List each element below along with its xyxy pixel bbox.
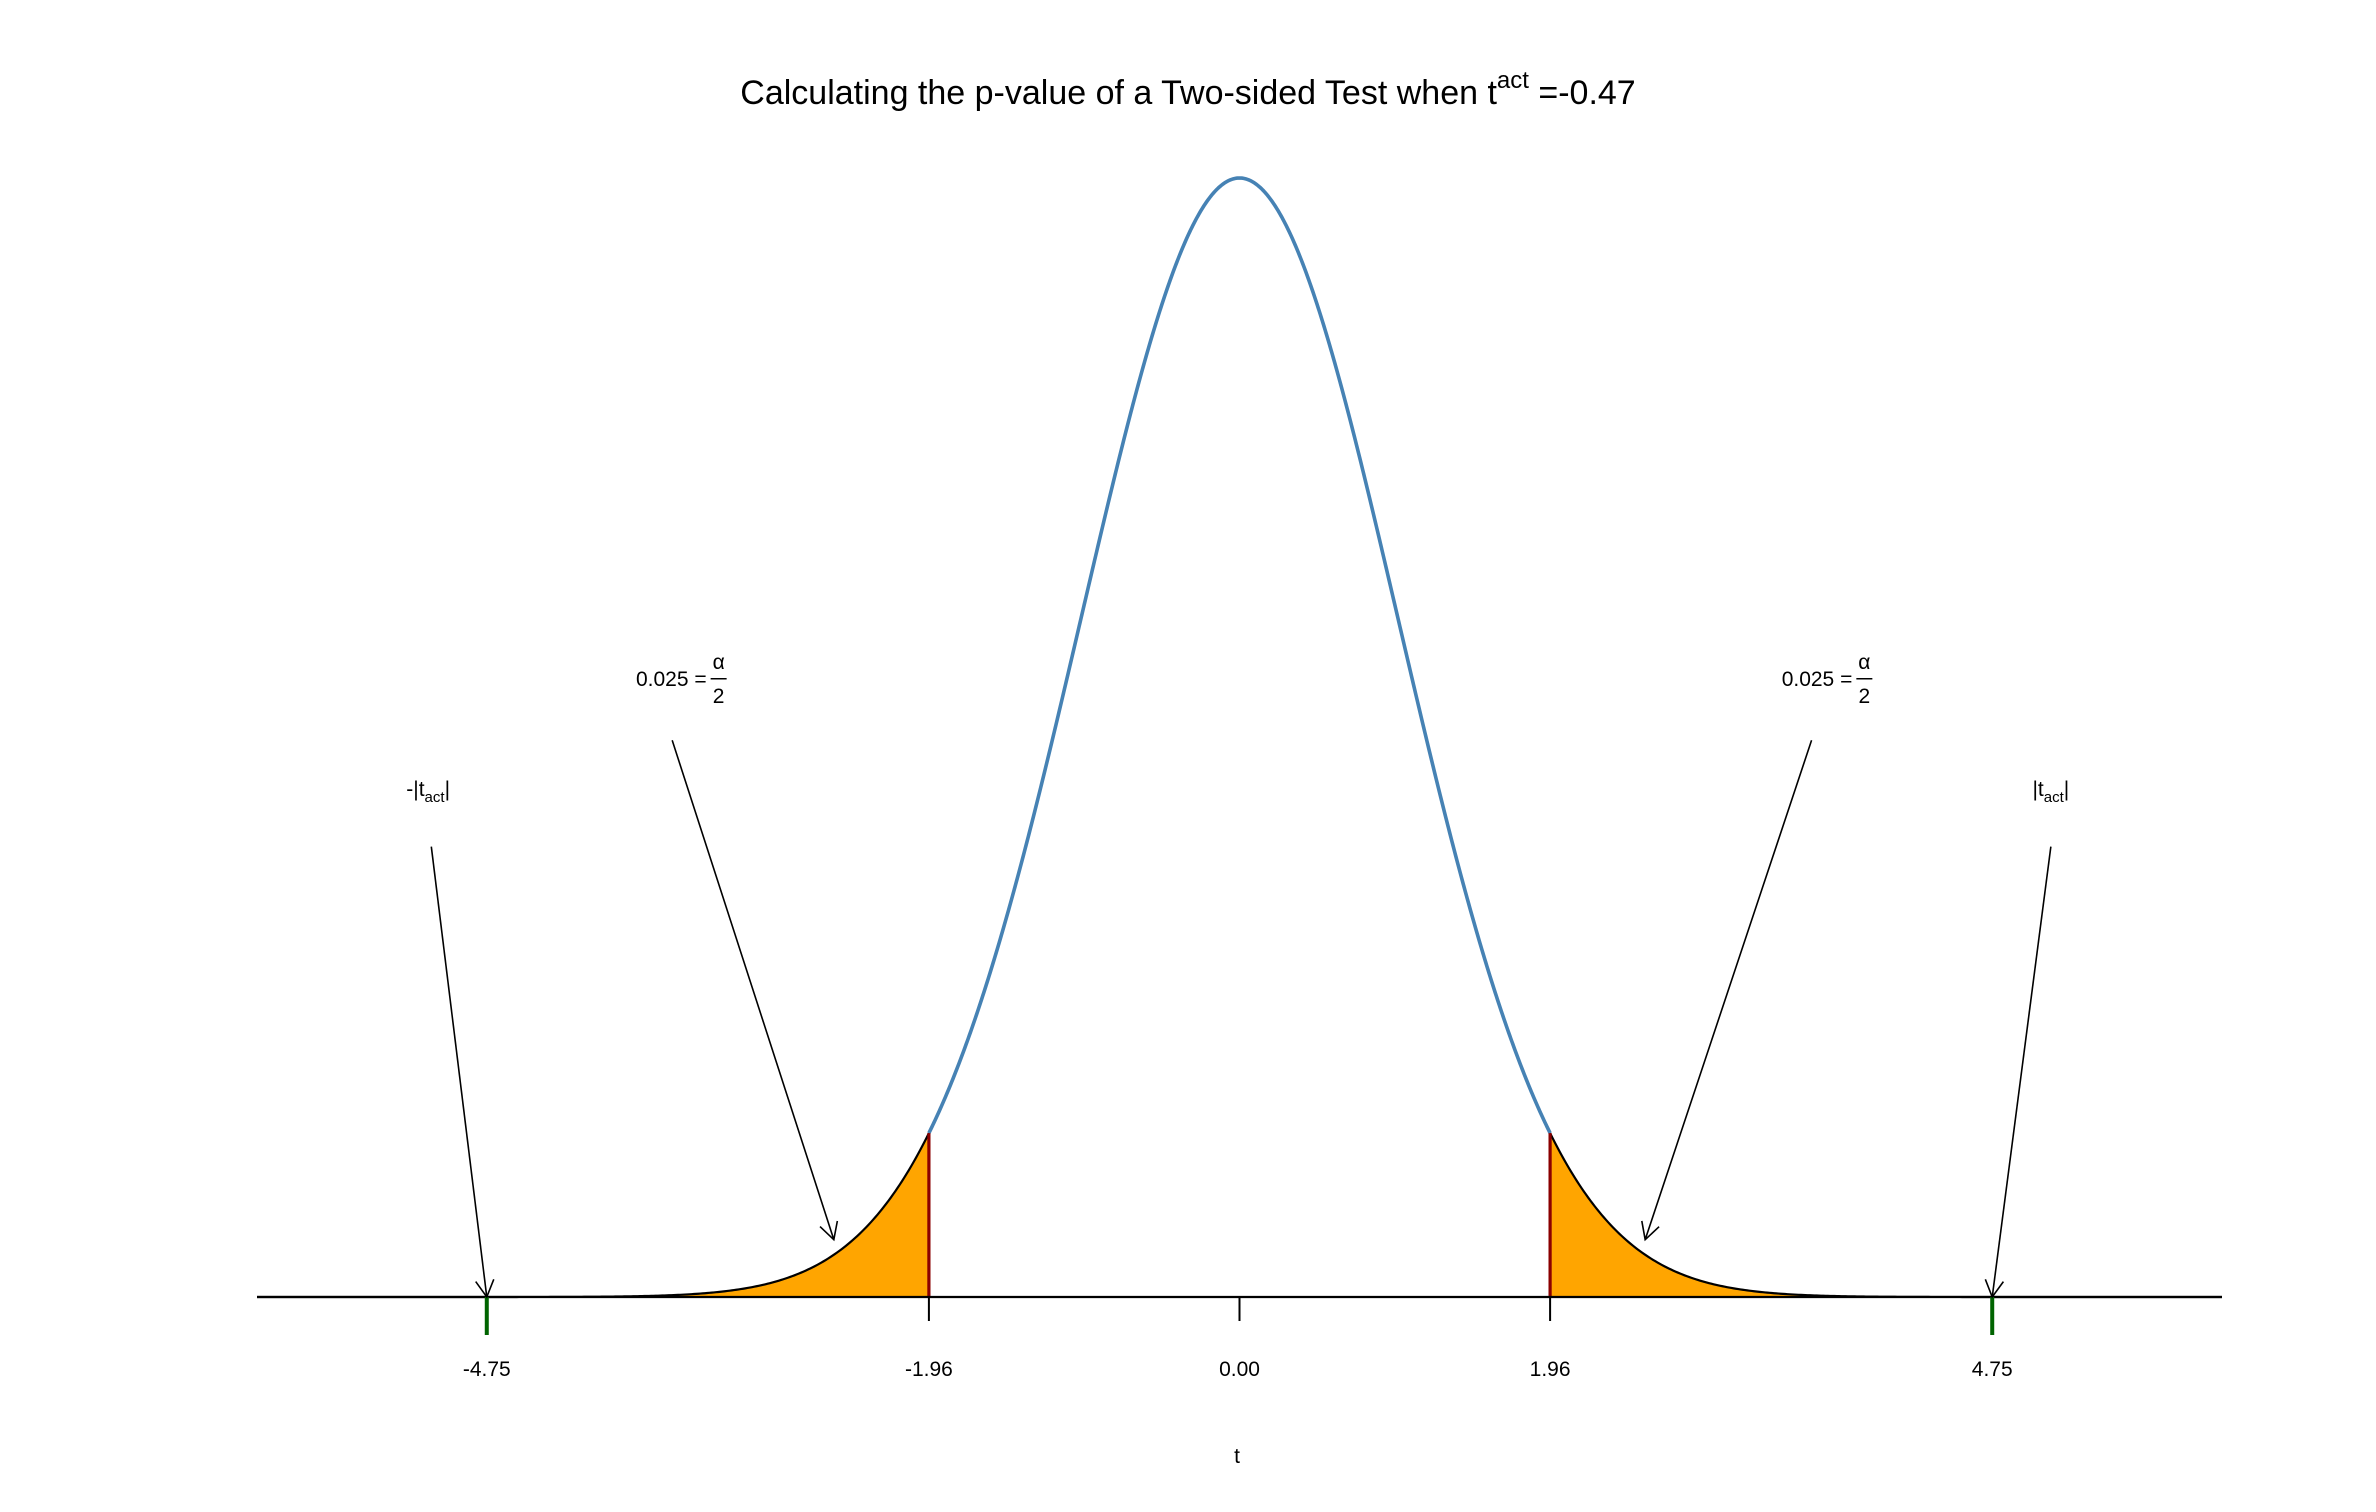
right-tact-label-sub: act [2044, 789, 2065, 806]
shaded-tails [257, 1133, 2222, 1297]
left-tact-arrow-head [475, 1279, 495, 1299]
x-tick-label-3: 1.96 [1530, 1358, 1571, 1381]
chart-title: Calculating the p-value of a Two-sided T… [740, 67, 1635, 112]
x-ticks: -4.75 -1.96 0.00 1.96 4.75 [463, 1297, 2013, 1381]
left-alpha-arrow-head [819, 1220, 839, 1242]
density-curve-group [257, 176, 2222, 1299]
density-curve [927, 176, 1552, 1134]
right-alpha-denominator: 2 [1859, 685, 1871, 708]
left-tact-label-sub: act [425, 789, 446, 806]
left-tact-label-suffix: | [445, 778, 450, 801]
x-axis-label: t [1234, 1445, 1240, 1468]
left-alpha-arrow [671, 740, 835, 1240]
left-tact-label-prefix: -|t [406, 778, 424, 801]
tail-region-left [257, 1133, 929, 1297]
right-alpha-prefix: 0.025 = [1782, 668, 1853, 691]
right-tact-label-suffix: | [2064, 778, 2069, 801]
left-alpha-prefix: 0.025 = [636, 668, 707, 691]
chart-title-superscript: act [1497, 67, 1529, 94]
right-alpha-numerator: α [1858, 651, 1870, 674]
critical-lines [927, 1133, 1552, 1297]
left-alpha-numerator: α [713, 651, 725, 674]
x-tick-label-4: 4.75 [1972, 1358, 2013, 1381]
x-tick-label-1: -1.96 [905, 1358, 953, 1381]
annotations: 0.025 = α20.025 = α2-|tact| |tact| [406, 651, 2069, 1299]
right-alpha-arrow-head [1641, 1220, 1660, 1242]
x-tick-label-0: -4.75 [463, 1358, 511, 1381]
left-tact-arrow [430, 846, 488, 1298]
left-tact-label: -|tact| [406, 778, 450, 806]
x-tick-label-2: 0.00 [1219, 1358, 1260, 1381]
right-tact-label-prefix: |t [2032, 778, 2043, 801]
right-tact-label: |tact| [2032, 778, 2069, 806]
chart-title-suffix: =-0.47 [1529, 74, 1636, 112]
tail-region-right [1550, 1133, 2222, 1297]
left-alpha-denominator: 2 [713, 685, 725, 708]
right-tact-arrow-head [1984, 1279, 2005, 1299]
right-alpha-arrow [1644, 740, 1813, 1240]
chart-title-main: Calculating the p-value of a Two-sided T… [740, 74, 1497, 112]
right-tact-arrow [1991, 846, 2052, 1298]
